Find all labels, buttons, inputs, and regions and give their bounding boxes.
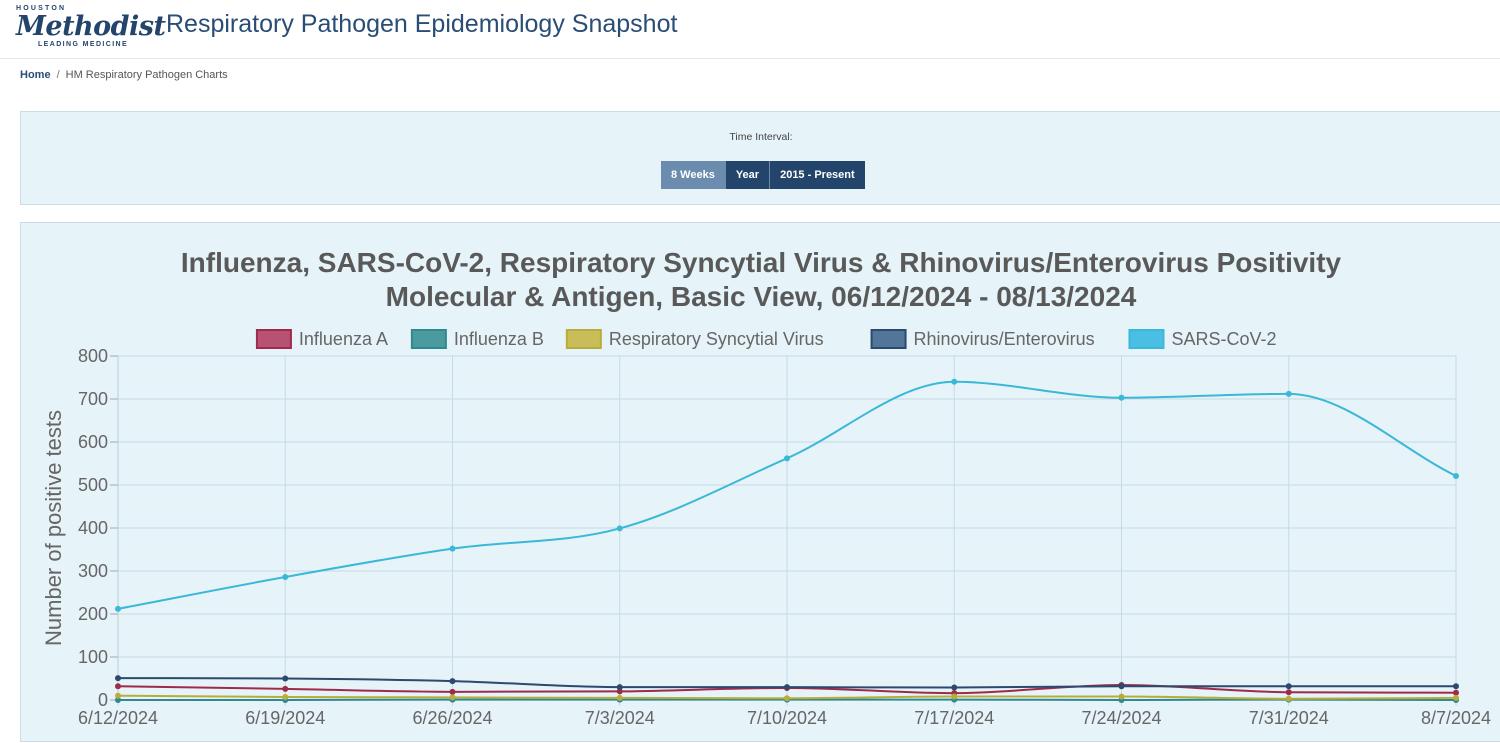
legend-label-influenza-a: Influenza A <box>299 329 388 349</box>
legend-item-influenza-a: Influenza A <box>257 329 388 349</box>
x-tick-label: 6/19/2024 <box>245 708 325 728</box>
data-point-sars <box>115 606 121 612</box>
data-point-rhino <box>784 684 790 690</box>
x-tick-label: 7/24/2024 <box>1081 708 1161 728</box>
time-interval-panel: Time Interval: 8 Weeks Year 2015 - Prese… <box>20 111 1500 205</box>
data-point-influenza-a <box>450 689 456 695</box>
data-point-rsv <box>617 695 623 701</box>
houston-methodist-logo[interactable]: HOUSTON Methodist LEADING MEDICINE <box>16 5 148 51</box>
app-header: HOUSTON Methodist LEADING MEDICINE Respi… <box>0 0 1500 59</box>
data-point-rhino <box>1119 683 1125 689</box>
y-tick-label: 300 <box>78 561 108 581</box>
y-tick-label: 100 <box>78 647 108 667</box>
data-point-sars <box>1453 473 1459 479</box>
x-tick-label: 7/3/2024 <box>585 708 655 728</box>
data-point-influenza-a <box>282 686 288 692</box>
logo-main-text: Methodist <box>16 11 165 42</box>
chart-panel: Influenza, SARS-CoV-2, Respiratory Syncy… <box>20 222 1500 742</box>
breadcrumb: Home / HM Respiratory Pathogen Charts <box>20 69 228 81</box>
page-title: Respiratory Pathogen Epidemiology Snapsh… <box>166 10 677 39</box>
data-point-rsv <box>951 694 957 700</box>
chart-subtitle: Molecular & Antigen, Basic View, 06/12/2… <box>386 281 1137 312</box>
data-point-rsv <box>282 694 288 700</box>
positivity-line-chart: Influenza, SARS-CoV-2, Respiratory Syncy… <box>21 223 1500 743</box>
legend-swatch-influenza-b <box>412 330 446 348</box>
data-point-sars <box>1119 395 1125 401</box>
x-tick-label: 6/12/2024 <box>78 708 158 728</box>
x-tick-label: 7/17/2024 <box>914 708 994 728</box>
y-axis-label: Number of positive tests <box>41 410 66 646</box>
legend-swatch-rhino <box>872 330 906 348</box>
x-tick-label: 6/26/2024 <box>412 708 492 728</box>
data-point-rhino <box>617 684 623 690</box>
interval-2015-present-button[interactable]: 2015 - Present <box>770 161 865 189</box>
interval-year-button[interactable]: Year <box>726 161 770 189</box>
legend-swatch-influenza-a <box>257 330 291 348</box>
x-tick-label: 7/10/2024 <box>747 708 827 728</box>
data-point-sars <box>282 574 288 580</box>
y-tick-label: 700 <box>78 389 108 409</box>
interval-8-weeks-button[interactable]: 8 Weeks <box>661 161 726 189</box>
data-point-sars <box>450 546 456 552</box>
legend-label-influenza-b: Influenza B <box>454 329 544 349</box>
chart-title: Influenza, SARS-CoV-2, Respiratory Syncy… <box>181 247 1342 278</box>
data-point-influenza-a <box>1286 689 1292 695</box>
time-interval-label: Time Interval: <box>21 131 1500 143</box>
legend-item-rhino: Rhinovirus/Enterovirus <box>872 329 1095 349</box>
data-point-rhino <box>450 678 456 684</box>
breadcrumb-separator: / <box>57 69 60 81</box>
data-point-rsv <box>115 693 121 699</box>
x-tick-label: 8/7/2024 <box>1421 708 1491 728</box>
breadcrumb-current: HM Respiratory Pathogen Charts <box>66 69 228 81</box>
data-point-sars <box>1286 391 1292 397</box>
data-point-sars <box>617 525 623 531</box>
y-tick-label: 800 <box>78 346 108 366</box>
data-point-rsv <box>1453 695 1459 701</box>
legend-label-rsv: Respiratory Syncytial Virus <box>609 329 824 349</box>
breadcrumb-home-link[interactable]: Home <box>20 69 51 81</box>
data-point-rhino <box>1286 683 1292 689</box>
legend-label-rhino: Rhinovirus/Enterovirus <box>914 329 1095 349</box>
data-point-rsv <box>1286 696 1292 702</box>
legend-item-sars: SARS-CoV-2 <box>1129 329 1276 349</box>
data-point-sars <box>784 455 790 461</box>
legend-swatch-sars <box>1129 330 1163 348</box>
legend-label-sars: SARS-CoV-2 <box>1171 329 1276 349</box>
data-point-rhino <box>282 676 288 682</box>
legend-item-influenza-b: Influenza B <box>412 329 544 349</box>
x-tick-label: 7/31/2024 <box>1249 708 1329 728</box>
data-point-influenza-a <box>115 683 121 689</box>
data-point-rhino <box>1453 683 1459 689</box>
y-tick-label: 0 <box>98 690 108 710</box>
legend-item-rsv: Respiratory Syncytial Virus <box>567 329 824 349</box>
y-tick-label: 500 <box>78 475 108 495</box>
data-point-influenza-a <box>1453 690 1459 696</box>
data-point-rsv <box>450 694 456 700</box>
y-tick-label: 600 <box>78 432 108 452</box>
legend-swatch-rsv <box>567 330 601 348</box>
data-point-rsv <box>784 695 790 701</box>
data-point-sars <box>951 379 957 385</box>
data-point-rsv <box>1119 694 1125 700</box>
data-point-rhino <box>115 675 121 681</box>
data-point-rhino <box>951 685 957 691</box>
y-tick-label: 200 <box>78 604 108 624</box>
time-interval-button-group: 8 Weeks Year 2015 - Present <box>661 161 865 189</box>
logo-sub-text: LEADING MEDICINE <box>38 41 128 48</box>
y-tick-label: 400 <box>78 518 108 538</box>
